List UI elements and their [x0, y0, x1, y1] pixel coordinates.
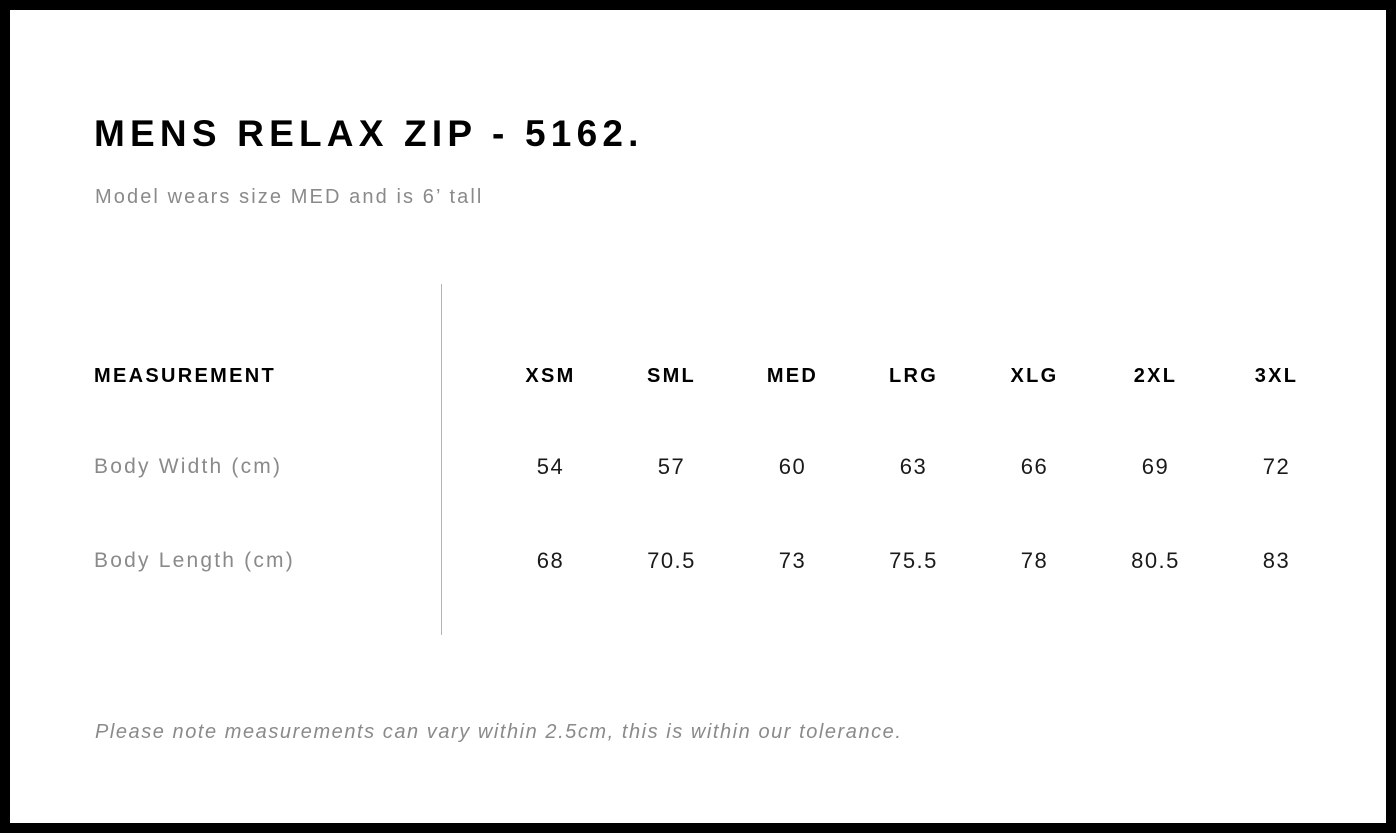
column-header-size-sml: SML — [646, 365, 697, 387]
size-chart-card: MENS RELAX ZIP - 5162. Model wears size … — [10, 10, 1386, 823]
cell-body-width-2xl: 69 — [1141, 454, 1170, 479]
column-header-size-3xl: 3XL — [1254, 365, 1299, 387]
cell-body-length-xlg: 78 — [1020, 548, 1049, 573]
table-vertical-divider — [441, 284, 442, 635]
cell-body-width-xsm: 54 — [536, 454, 565, 479]
cell-body-length-2xl: 80.5 — [1131, 548, 1180, 573]
column-header-size-xsm: XSM — [525, 365, 576, 387]
cell-body-width-lrg: 63 — [899, 454, 928, 479]
cell-body-length-3xl: 83 — [1262, 548, 1291, 573]
cell-body-length-xsm: 68 — [536, 548, 565, 573]
column-header-size-med: MED — [766, 365, 819, 387]
column-header-size-lrg: LRG — [888, 365, 939, 387]
column-header-size-2xl: 2XL — [1133, 365, 1178, 387]
cell-body-width-xlg: 66 — [1020, 454, 1049, 479]
tolerance-footnote: Please note measurements can vary within… — [95, 721, 903, 743]
column-header-measurement: MEASUREMENT — [94, 365, 276, 387]
table-header-row: MEASUREMENT XSM SML MED LRG XLG 2XL 3XL — [10, 356, 1386, 396]
cell-body-length-med: 73 — [778, 548, 807, 573]
column-header-size-xlg: XLG — [1010, 365, 1059, 387]
table-row: Body Length (cm) 68 70.5 73 75.5 78 80.5… — [10, 541, 1386, 581]
cell-body-length-sml: 70.5 — [647, 548, 696, 573]
row-label-body-length: Body Length (cm) — [94, 549, 295, 572]
cell-body-width-3xl: 72 — [1262, 454, 1291, 479]
cell-body-width-sml: 57 — [657, 454, 686, 479]
page-title: MENS RELAX ZIP - 5162. — [94, 113, 644, 154]
row-label-body-width: Body Width (cm) — [94, 455, 283, 478]
model-info-subtitle: Model wears size MED and is 6’ tall — [95, 186, 484, 208]
cell-body-length-lrg: 75.5 — [889, 548, 938, 573]
cell-body-width-med: 60 — [778, 454, 807, 479]
table-row: Body Width (cm) 54 57 60 63 66 69 72 — [10, 447, 1386, 487]
